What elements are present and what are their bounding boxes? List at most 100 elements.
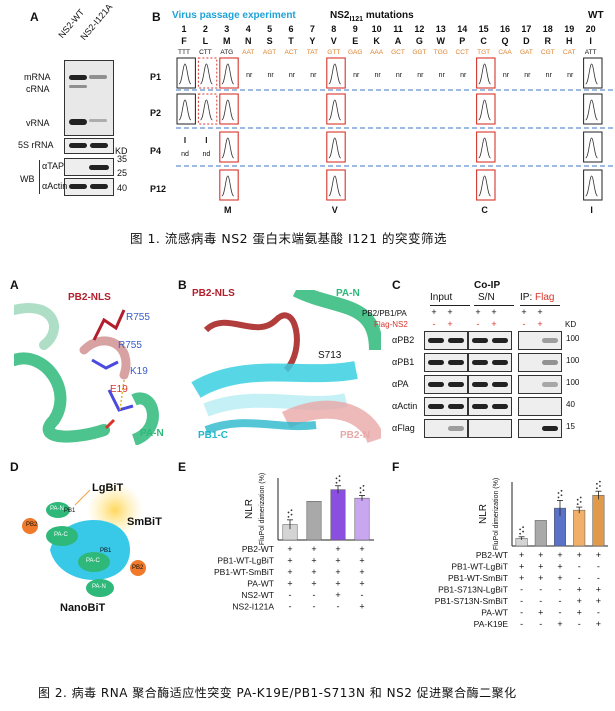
- chromatogram-box: [326, 169, 346, 201]
- nr-label: nr: [246, 72, 253, 79]
- sign: +: [311, 556, 316, 566]
- passage-p2: P2: [150, 108, 162, 118]
- c-sign-r2: +: [537, 319, 542, 329]
- lane-label-i121a: NS2-I121A: [78, 1, 115, 43]
- sign-row-label: PA-K19E: [474, 619, 509, 629]
- data-point: [596, 487, 598, 490]
- b-s713: S713: [318, 350, 342, 361]
- mutations-title: NS2I121 mutations: [330, 10, 414, 23]
- col-codon: ACT: [285, 49, 298, 56]
- p4-nd-1: nd: [181, 151, 189, 158]
- d-lgbit: LgBiT: [92, 482, 124, 494]
- data-point: [359, 487, 362, 489]
- data-point: [599, 480, 601, 483]
- p4-letter-1: I: [184, 136, 186, 145]
- wt-title: WT: [588, 10, 604, 21]
- data-point: [576, 498, 579, 501]
- c-band: [492, 382, 508, 387]
- sign: +: [538, 608, 543, 618]
- c-blot-panel: [424, 375, 468, 394]
- c-coip1: Co-IP: [474, 280, 501, 291]
- c-blot-panel: [424, 397, 468, 416]
- y-axis-label: NLR: [244, 499, 255, 519]
- c-sign-r2: +: [447, 319, 452, 329]
- chromatogram-trace: [585, 99, 598, 121]
- chart-e: NLR FluPol dimerization (%)PB2-WT + + + +PB1-…: [214, 473, 374, 612]
- sign: -: [578, 562, 581, 572]
- sign-row-label: PB1-WT-SmBiT: [448, 573, 508, 583]
- c-blot-label: αFlag: [392, 423, 415, 433]
- b-pb1c: PB1-C: [198, 430, 229, 441]
- actin-label: αActin: [42, 181, 68, 191]
- data-point: [338, 479, 341, 482]
- col-number: 7: [310, 24, 315, 34]
- virus-passage-title: Virus passage experiment: [172, 10, 296, 21]
- sign: +: [596, 585, 601, 595]
- sign: +: [359, 602, 364, 612]
- c-blot-panel: [468, 419, 512, 438]
- data-point: [519, 532, 521, 535]
- c-signs: + + + + + + - + - + - +: [431, 307, 542, 329]
- sign: +: [538, 562, 543, 572]
- y-axis-sublabel: FluPol dimerization (%): [493, 478, 500, 550]
- data-point: [359, 491, 362, 494]
- chromatogram-trace: [200, 99, 213, 121]
- chromatogram-box: [583, 169, 603, 201]
- col-letter: W: [437, 36, 446, 46]
- sign: +: [287, 567, 292, 577]
- nr-label: nr: [460, 72, 467, 79]
- chromatogram-box: [176, 93, 196, 125]
- chromatogram-box: [326, 131, 346, 163]
- a-pb2nls: PB2-NLS: [68, 292, 111, 303]
- d-smbit: SmBiT: [127, 516, 162, 528]
- fig1-panel-a-label: A: [30, 10, 39, 24]
- col-letter: G: [416, 36, 423, 46]
- c-band: [542, 426, 558, 431]
- data-point: [596, 482, 598, 485]
- sign: +: [311, 567, 316, 577]
- sign: +: [519, 550, 524, 560]
- sequencing-grid: 1 F TTT 2 L CTT 3 M ATG 4 N AAT 5 S AGT 6 T ACT 7 Y TAT 8 V GTT…: [176, 24, 615, 215]
- nr-label: nr: [524, 72, 531, 79]
- sign: -: [337, 602, 340, 612]
- chromatogram-trace: [478, 175, 491, 197]
- b-pb2n: PB2-N: [340, 430, 371, 441]
- sign: -: [520, 619, 523, 629]
- nr-label: nr: [439, 72, 446, 79]
- sign: +: [577, 596, 582, 606]
- sign: +: [577, 585, 582, 595]
- bar: [330, 489, 346, 541]
- col-codon: TTT: [178, 49, 190, 56]
- c-band: [448, 382, 464, 387]
- c-band: [492, 404, 508, 409]
- p4-letter-2: I: [205, 136, 207, 145]
- nr-label: nr: [353, 72, 360, 79]
- d-pa1: PA-N: [50, 506, 64, 512]
- chromatogram-box: [197, 57, 218, 89]
- col-number: 13: [436, 24, 446, 34]
- c-blot-panel: [468, 353, 512, 372]
- chromatogram-box: [176, 57, 196, 89]
- tap-label: αTAP: [42, 161, 65, 171]
- col-letter: A: [395, 36, 402, 46]
- col-number: 15: [479, 24, 489, 34]
- c-blot-marker: 100: [566, 334, 580, 343]
- rrna-label: 5S rRNA: [18, 140, 54, 150]
- d-pa3: PA-C: [86, 558, 100, 564]
- sign: -: [313, 602, 316, 612]
- c-blot-panel: [518, 353, 562, 372]
- col-codon: CAA: [498, 49, 512, 56]
- col-codon: AAT: [242, 49, 254, 56]
- sign: +: [359, 544, 364, 554]
- a-pan: PA-N: [140, 428, 164, 439]
- d-nanobit: NanoBiT: [60, 602, 106, 614]
- col-letter: S: [267, 36, 273, 46]
- col-number: 1: [181, 24, 186, 34]
- nr-label: nr: [503, 72, 510, 79]
- sign: -: [289, 602, 292, 612]
- a-e19: E19: [110, 384, 128, 395]
- c-band: [472, 338, 488, 343]
- col-codon: CAT: [563, 49, 576, 56]
- chromatogram-box: [476, 131, 496, 163]
- chromatogram-box: [197, 93, 218, 125]
